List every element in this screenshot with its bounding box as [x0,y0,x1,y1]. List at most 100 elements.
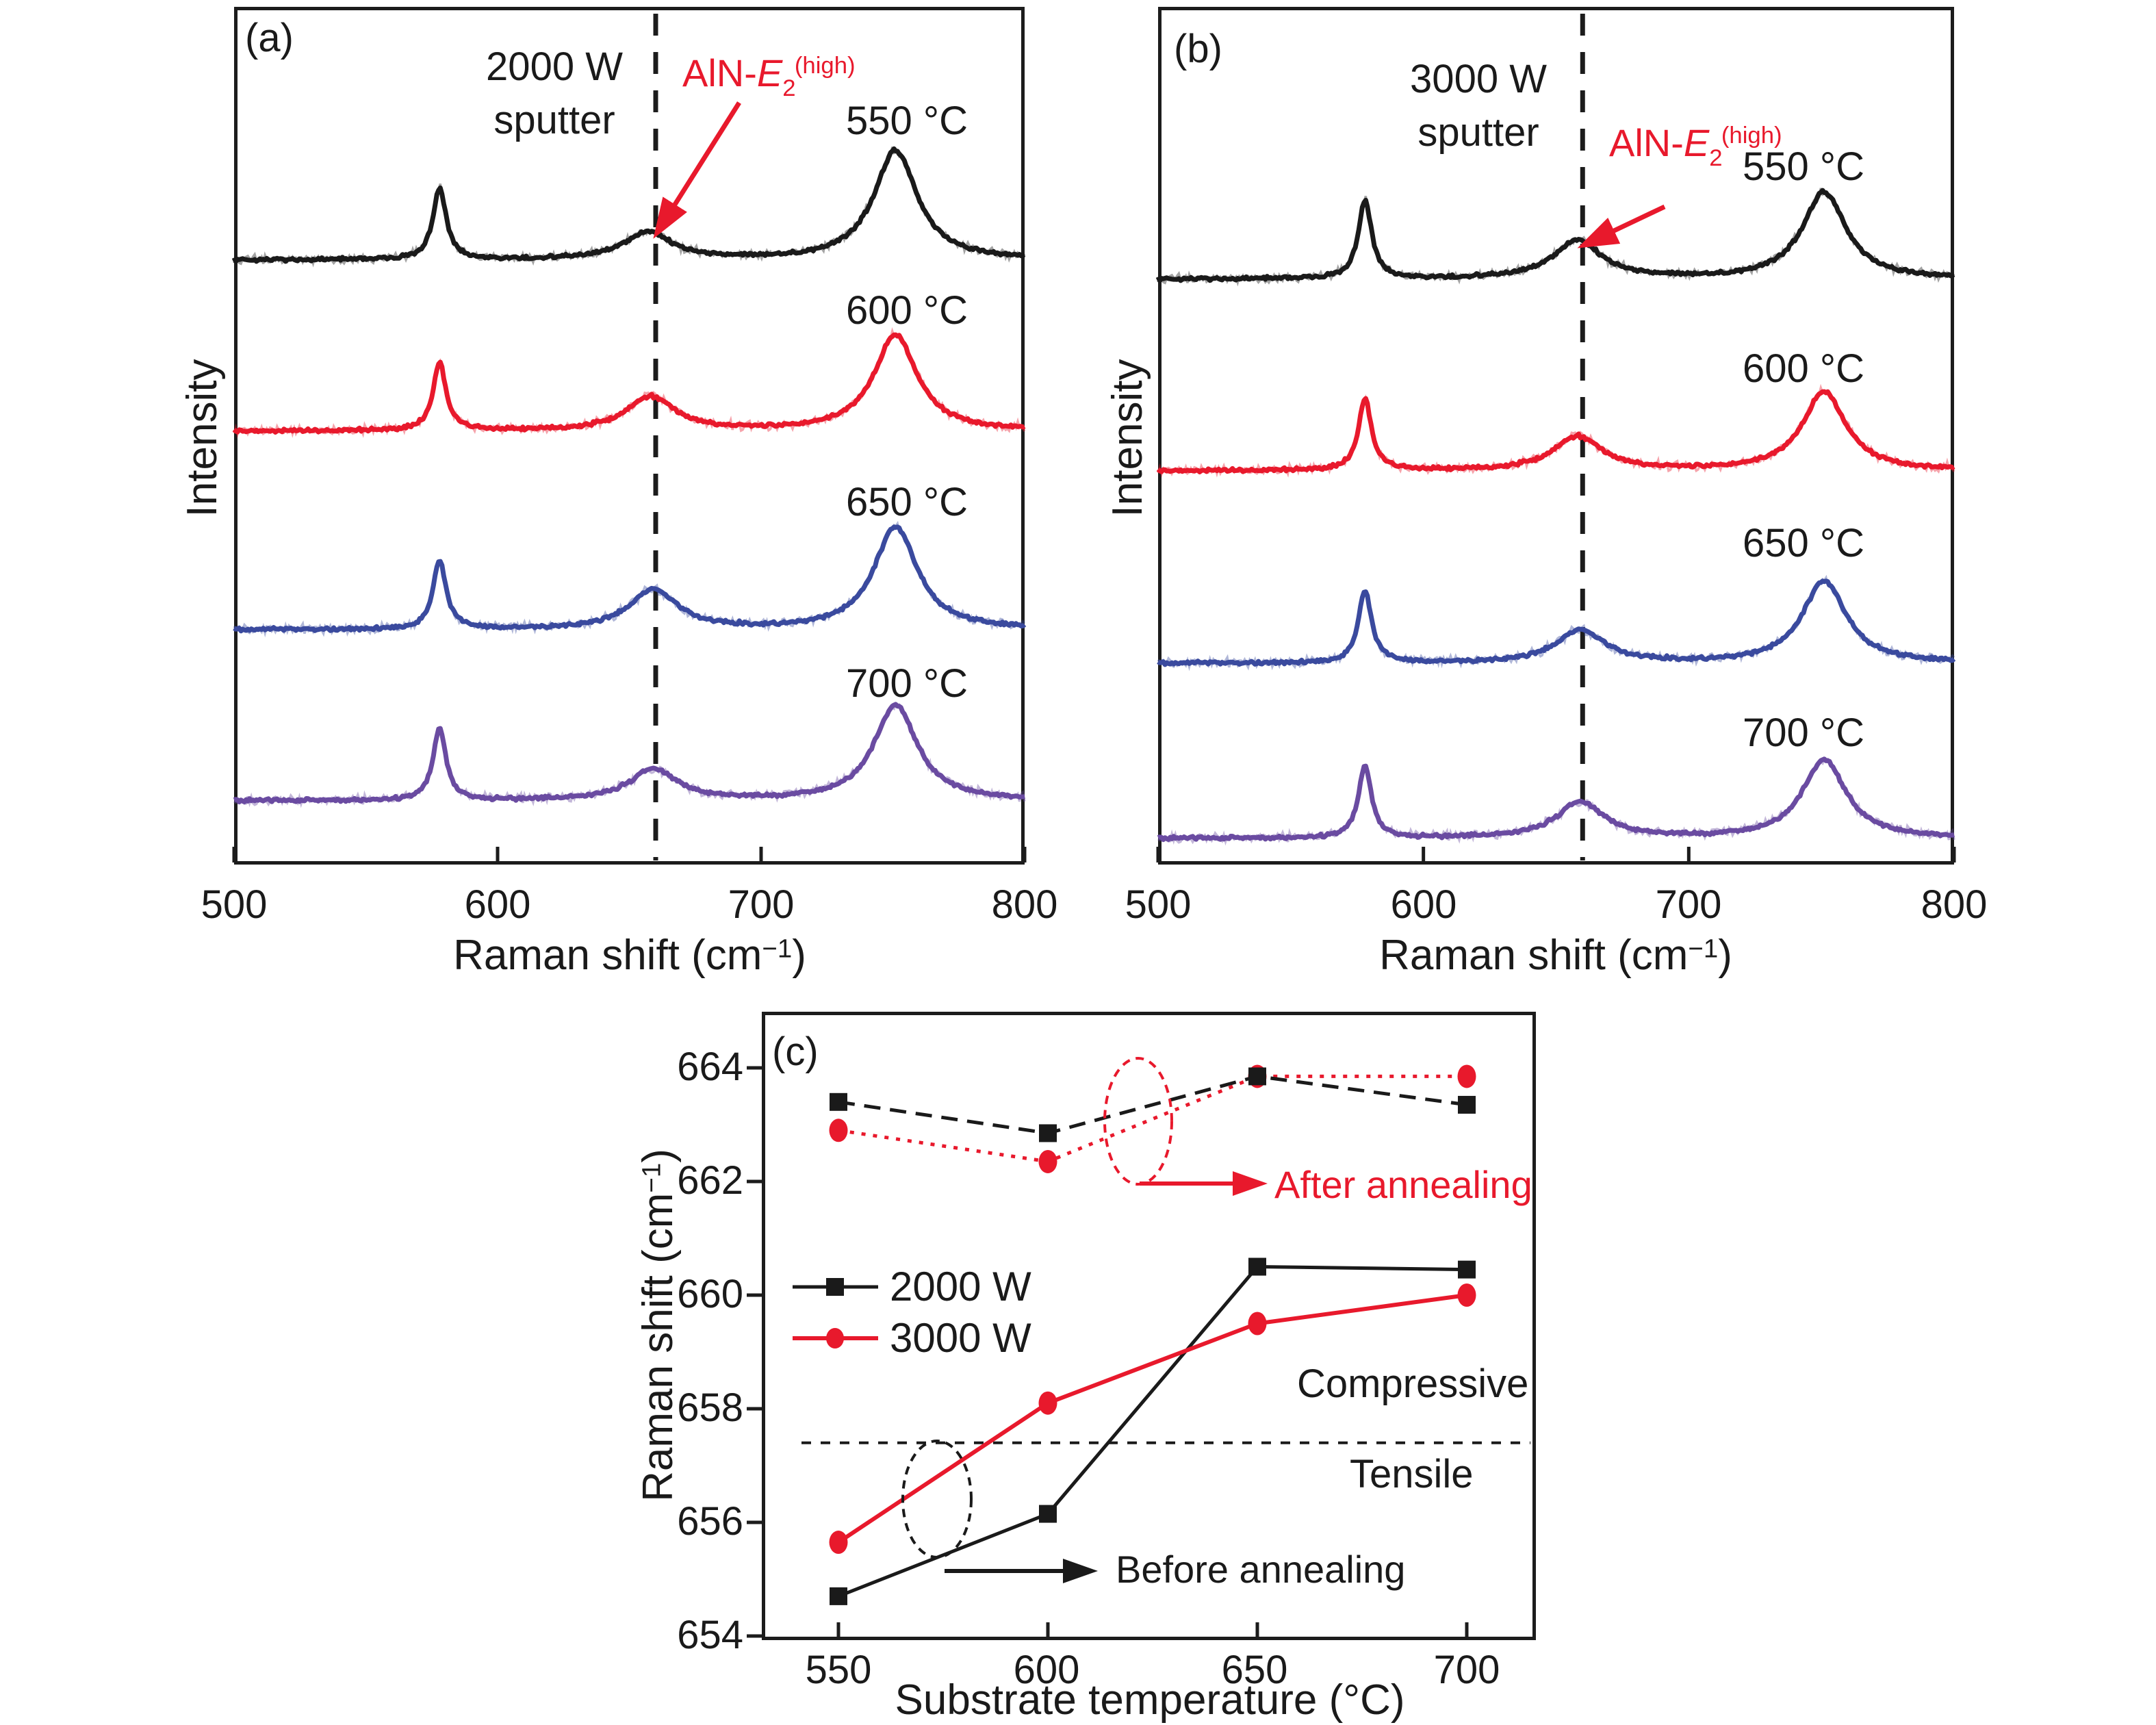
panel-a-plot [231,7,1027,865]
panel-c-ytick-654: 654 [677,1613,743,1657]
panel-b-condition-line2: sputter [1417,110,1539,155]
after-annealing-ellipse [1103,1057,1173,1186]
marker-square [1458,1095,1476,1114]
panel-c-before-annealing-label: Before annealing [1116,1548,1406,1591]
panel-c-ytick-664: 664 [677,1045,743,1089]
xaxis-title-close: ) [1718,932,1732,979]
xaxis-title-sup: −1 [762,934,793,964]
marker-circle [1457,1064,1476,1088]
panel-a-curve-label-650: 650 °C [846,480,968,524]
spectrum-600 °C [232,332,1026,435]
panel-a-xaxis-title: Raman shift (cm−1) [453,932,806,979]
spectrum-650 °C [1157,578,1956,667]
peak-annotation-sup: (high) [1721,122,1782,149]
panel-a-condition-line2: sputter [493,98,615,142]
panel-a-condition-line1: 2000 W [486,44,623,89]
yaxis-title-close: ) [634,1149,682,1163]
marker-square [1248,1257,1266,1276]
panel-c-yaxis-title: Raman shift (cm−1) [634,1149,682,1502]
series-line [837,1293,1467,1544]
panel-a-xtick-800: 800 [991,882,1058,927]
panel-b-xtick-500: 500 [1125,882,1192,927]
panel-c-xtick-550: 550 [805,1648,872,1692]
panel-c-ytick-660: 660 [677,1272,743,1316]
panel-a-xtick-600: 600 [464,882,531,927]
panel-c-legend-label-2000w: 2000 W [890,1264,1031,1309]
panel-a-curve-label-700: 700 °C [846,661,968,706]
peak-annotation-prefix: AlN- [682,51,757,94]
xaxis-title-close: ) [792,932,806,979]
marker-circle [1248,1312,1267,1336]
panel-b-condition-line1: 3000 W [1410,57,1547,101]
panel-c-plot [747,1012,1536,1640]
marker-square [830,1092,847,1111]
peak-annotation-sub: 2 [782,75,796,101]
spectrum-550 °C [1155,188,1955,283]
xaxis-title-text: Raman shift (cm [453,932,762,979]
series-3000 W before annealing [829,1283,1476,1555]
spectrum-650 °C [233,524,1027,634]
spectrum-600 °C [1156,389,1955,474]
marker-square [1248,1067,1266,1086]
panel-b-xtick-800: 800 [1921,882,1988,927]
yaxis-title-text: Raman shift (cm [634,1192,682,1502]
panel-a-curve-label-600: 600 °C [846,288,968,333]
panel-b-curve-label-600: 600 °C [1743,346,1864,391]
plot-border [234,7,1025,865]
plot-border [762,1012,1536,1640]
panel-a-peak-annotation: AlN-E2(high) [682,52,856,101]
spectrum-700 °C [233,702,1025,805]
peak-annotation-sup: (high) [794,52,856,79]
xaxis-title-text: Raman shift (cm [1379,932,1689,979]
panel-a-tag: (a) [245,16,294,60]
peak-annotation-symbol: E [756,51,783,94]
marker-square [1039,1505,1057,1523]
panel-c-ytick-656: 656 [677,1499,743,1544]
panel-b-peak-annotation: AlN-E2(high) [1609,122,1782,171]
marker-square [826,1278,844,1296]
peak-annotation-prefix: AlN- [1609,121,1684,164]
panel-b-tag: (b) [1174,27,1222,71]
marker-square [1039,1124,1057,1142]
panel-a-xtick-500: 500 [201,882,268,927]
peak-annotation-sub: 2 [1709,144,1723,171]
series-2000 W before annealing [830,1257,1476,1605]
yaxis-title-sup: −1 [637,1162,667,1193]
marker-circle [1038,1391,1057,1415]
peak-pointer-arrow [653,101,741,239]
panel-c-ytick-662: 662 [677,1158,743,1203]
spectrum-700 °C [1157,756,1955,843]
panel-c-after-annealing-label: After annealing [1274,1163,1532,1206]
marker-circle [1038,1149,1057,1173]
marker-circle [829,1531,848,1555]
panel-a-xtick-700: 700 [728,882,795,927]
panel-a-curve-label-550: 550 °C [846,99,968,143]
panel-b-curve-label-550: 550 °C [1743,144,1864,189]
before-annealing-ellipse [901,1440,973,1559]
panel-c-xtick-700: 700 [1433,1648,1500,1692]
xaxis-title-sup: −1 [1688,934,1719,964]
panel-b-plot [1155,7,1956,865]
panel-c-legend-label-3000w: 3000 W [890,1315,1031,1361]
peak-annotation-symbol: E [1683,121,1710,164]
panel-c-xtick-650: 650 [1221,1648,1288,1692]
panel-c-tag: (c) [772,1030,819,1074]
series-line [838,1264,1467,1598]
peak-pointer-arrow [1577,204,1666,248]
panel-b-xtick-600: 600 [1390,882,1457,927]
panel-c-compressive-label: Compressive [1297,1362,1529,1406]
panel-c-xaxis-title: Substrate temperature (°C) [895,1676,1405,1724]
panel-b-yaxis-title: Intensity [1103,359,1151,518]
panel-a-yaxis-title: Intensity [178,359,226,518]
marker-square [830,1587,847,1605]
marker-circle [1457,1283,1476,1307]
panel-c-ytick-658: 658 [677,1385,743,1430]
marker-square [1458,1260,1476,1279]
series-line [838,1074,1467,1164]
panel-c-xtick-600: 600 [1013,1648,1080,1692]
series-2000 W after annealing [830,1067,1476,1142]
series-3000 W after annealing [829,1064,1476,1173]
marker-circle [829,1119,848,1142]
panel-b-xaxis-title: Raman shift (cm−1) [1379,932,1732,979]
